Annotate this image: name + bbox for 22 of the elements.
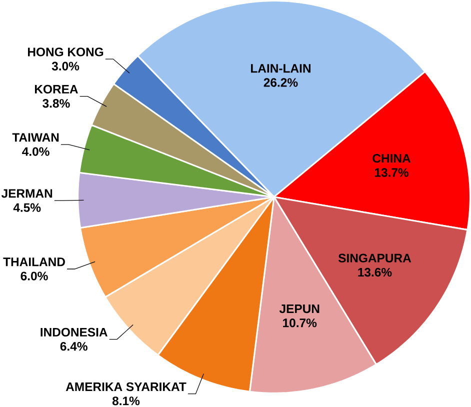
- data-label: 6.0%: [20, 272, 48, 281]
- data-label: 3.0%: [52, 62, 80, 71]
- slice-label: JEPUN: [279, 304, 320, 314]
- data-label: 26.2%: [264, 78, 298, 88]
- slice-label: KOREA: [34, 85, 78, 94]
- data-label: 10.7%: [283, 318, 317, 328]
- data-label: 13.6%: [358, 268, 392, 277]
- slice-label: LAIN-LAIN: [251, 64, 310, 73]
- slice-label: THAILAND: [3, 258, 65, 266]
- data-label: 13.7%: [374, 168, 409, 178]
- slice-label: HONG KONG: [28, 48, 104, 57]
- data-label: 3.8%: [42, 99, 70, 108]
- data-label: 4.5%: [13, 204, 41, 212]
- slice-label: SINGAPURA: [338, 254, 412, 263]
- data-label: 8.1%: [112, 396, 140, 406]
- data-label: 4.0%: [22, 147, 50, 156]
- slice-label: CHINA: [372, 154, 411, 163]
- slice-label: TAIWAN: [12, 133, 59, 142]
- data-label: 6.4%: [60, 342, 88, 351]
- slice-label: AMERIKA SYARIKAT: [66, 382, 186, 392]
- slice-label: JERMAN: [1, 189, 52, 198]
- slice-label: INDONESIA: [40, 328, 108, 337]
